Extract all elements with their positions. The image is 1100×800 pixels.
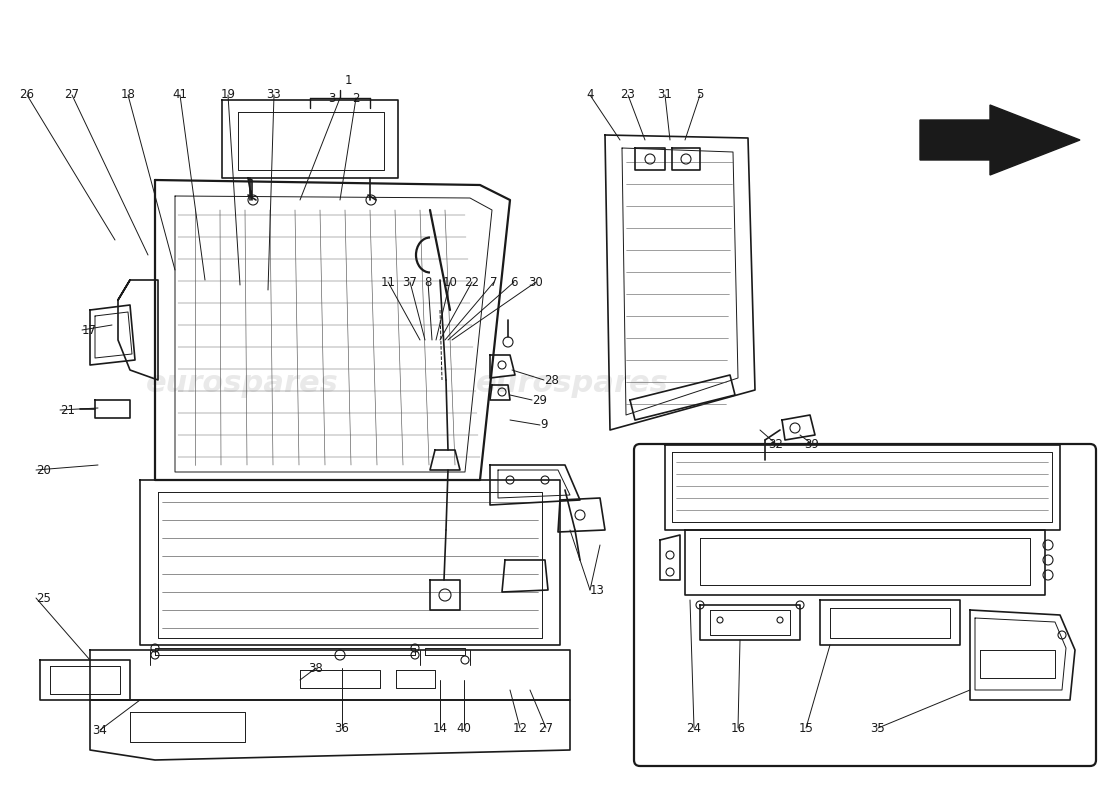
Text: 27: 27 [539,722,553,734]
Text: 30: 30 [529,275,543,289]
Text: 39: 39 [804,438,820,450]
Text: 17: 17 [82,323,97,337]
Text: 4: 4 [586,89,594,102]
Text: eurospares: eurospares [145,370,339,398]
Text: 34: 34 [92,723,108,737]
Text: 9: 9 [540,418,548,431]
Text: 19: 19 [220,89,235,102]
Text: 6: 6 [510,275,518,289]
Text: 27: 27 [65,89,79,102]
Text: 32: 32 [769,438,783,450]
Text: 18: 18 [121,89,135,102]
Text: 14: 14 [432,722,448,734]
Text: 31: 31 [658,89,672,102]
Text: 23: 23 [620,89,636,102]
Text: 15: 15 [799,722,813,734]
Text: 5: 5 [696,89,704,102]
Text: 10: 10 [442,275,458,289]
Text: 16: 16 [730,722,746,734]
Text: 35: 35 [870,722,886,734]
Text: 3: 3 [328,91,336,105]
Text: 2: 2 [352,91,360,105]
Text: 37: 37 [403,275,417,289]
Text: 11: 11 [381,275,396,289]
Text: 20: 20 [36,463,51,477]
Text: 40: 40 [456,722,472,734]
Text: 29: 29 [532,394,547,406]
Text: 21: 21 [60,403,75,417]
Text: 28: 28 [544,374,559,386]
Polygon shape [920,105,1080,175]
Text: 24: 24 [686,722,702,734]
Text: 38: 38 [309,662,323,674]
Text: 7: 7 [491,275,497,289]
Text: 12: 12 [513,722,528,734]
Text: 33: 33 [266,89,282,102]
Text: 1: 1 [344,74,352,86]
Text: 41: 41 [173,89,187,102]
Text: 22: 22 [464,275,480,289]
Text: 8: 8 [425,275,431,289]
Text: 25: 25 [36,591,51,605]
Text: 36: 36 [334,722,350,734]
Text: 26: 26 [20,89,34,102]
Text: 13: 13 [590,583,605,597]
Text: eurospares: eurospares [475,370,669,398]
